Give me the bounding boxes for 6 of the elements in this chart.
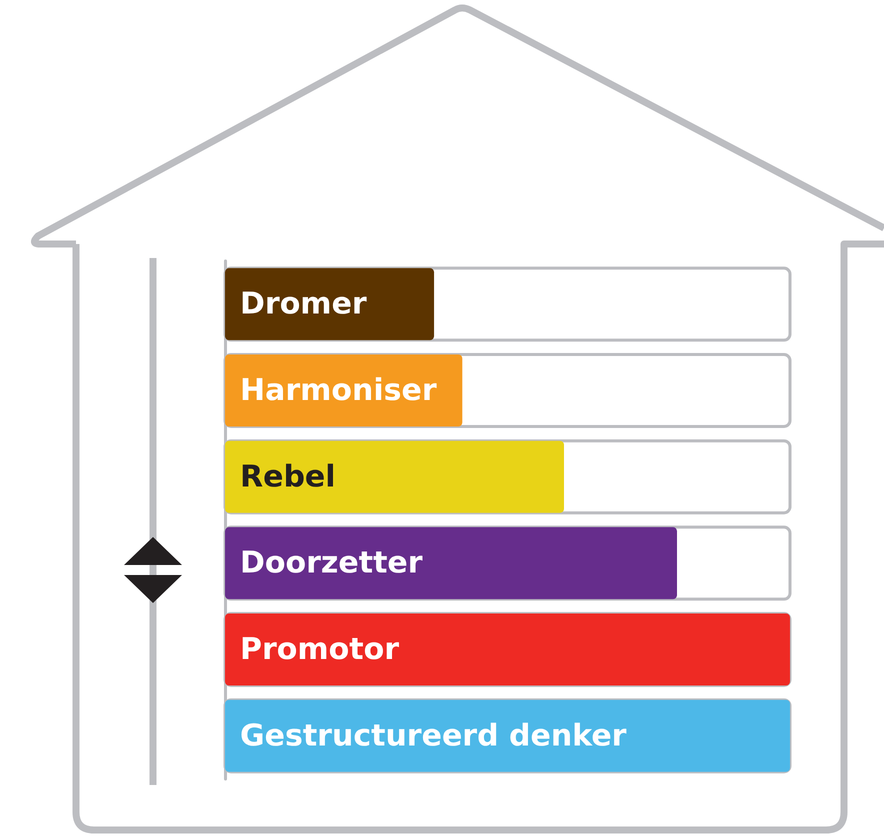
y-tick-label: Doorzetter	[240, 546, 423, 581]
y-tick-label: Dromer	[240, 286, 367, 322]
y-tick-label: Harmoniser	[240, 373, 437, 408]
y-tick-label: Promotor	[240, 632, 400, 667]
y-tick-label: Gestructureerd denker	[240, 718, 627, 754]
y-tick-label: Rebel	[240, 459, 336, 494]
